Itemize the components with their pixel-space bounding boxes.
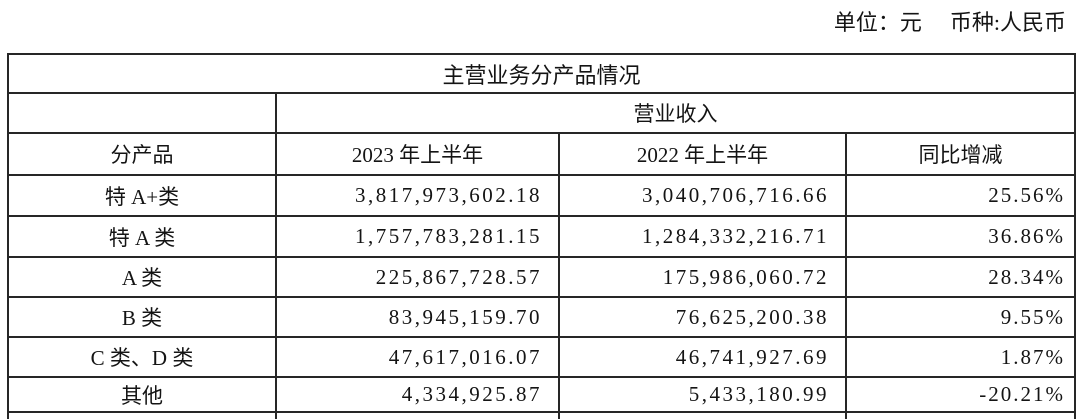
currency-label: 币种:人民币 [949,10,1066,35]
partial-cell [7,411,277,419]
table-row: 特 A+类 3,817,973,602.18 3,040,706,716.66 … [7,174,1077,217]
product-revenue-table: 主营业务分产品情况 营业收入 分产品 2023 年上半年 2022 年上半年 同… [6,53,1077,419]
table-row: 其他 4,334,925.87 5,433,180.99 -20.21% [7,376,1077,413]
yoy-change-cell: -20.21% [844,376,1077,413]
group-header-revenue: 营业收入 [274,92,1077,134]
table-row: 特 A 类 1,757,783,281.15 1,284,332,216.71 … [7,215,1077,258]
product-name-cell: B 类 [7,296,277,338]
product-name-cell: C 类、D 类 [7,336,277,378]
revenue-2023-cell: 83,945,159.70 [275,296,560,338]
revenue-2022-cell: 46,741,927.69 [558,336,847,378]
revenue-2022-cell: 5,433,180.99 [558,376,847,413]
yoy-change-cell: 25.56% [844,174,1077,217]
partial-cell [275,411,560,419]
revenue-2023-cell: 3,817,973,602.18 [275,174,560,217]
yoy-change-cell: 28.34% [844,256,1077,298]
col-header-2022h1: 2022 年上半年 [558,132,847,176]
revenue-2023-cell: 1,757,783,281.15 [275,215,560,258]
revenue-2022-cell: 76,625,200.38 [558,296,847,338]
product-name-cell: 特 A 类 [7,215,277,258]
table-title: 主营业务分产品情况 [6,53,1077,94]
table-row: C 类、D 类 47,617,016.07 46,741,927.69 1.87… [7,336,1077,378]
empty-corner-cell [7,92,277,134]
table-title-row: 主营业务分产品情况 [6,53,1077,94]
revenue-2023-cell: 225,867,728.57 [275,256,560,298]
yoy-change-cell: 1.87% [844,336,1077,378]
table-row-partial [7,411,1077,419]
revenue-2023-cell: 4,334,925.87 [275,376,560,413]
revenue-2022-cell: 175,986,060.72 [558,256,847,298]
product-name-cell: 其他 [7,376,277,413]
col-header-2023h1: 2023 年上半年 [275,132,560,176]
yoy-change-cell: 9.55% [844,296,1077,338]
unit-currency-line: 单位：元 币种:人民币 [834,5,1066,37]
table-row: B 类 83,945,159.70 76,625,200.38 9.55% [7,296,1077,338]
column-header-row: 分产品 2023 年上半年 2022 年上半年 同比增减 [7,132,1077,176]
group-header-row: 营业收入 [7,92,1077,134]
col-header-yoy: 同比增减 [844,132,1077,176]
revenue-2022-cell: 1,284,332,216.71 [558,215,847,258]
unit-label: 单位：元 [833,10,922,35]
partial-cell [844,411,1077,419]
col-header-product: 分产品 [7,132,277,176]
product-name-cell: A 类 [7,256,277,298]
product-name-cell: 特 A+类 [7,174,277,217]
yoy-change-cell: 36.86% [844,215,1077,258]
partial-cell [558,411,847,419]
revenue-2023-cell: 47,617,016.07 [275,336,560,378]
table-row: A 类 225,867,728.57 175,986,060.72 28.34% [7,256,1077,298]
revenue-2022-cell: 3,040,706,716.66 [558,174,847,217]
